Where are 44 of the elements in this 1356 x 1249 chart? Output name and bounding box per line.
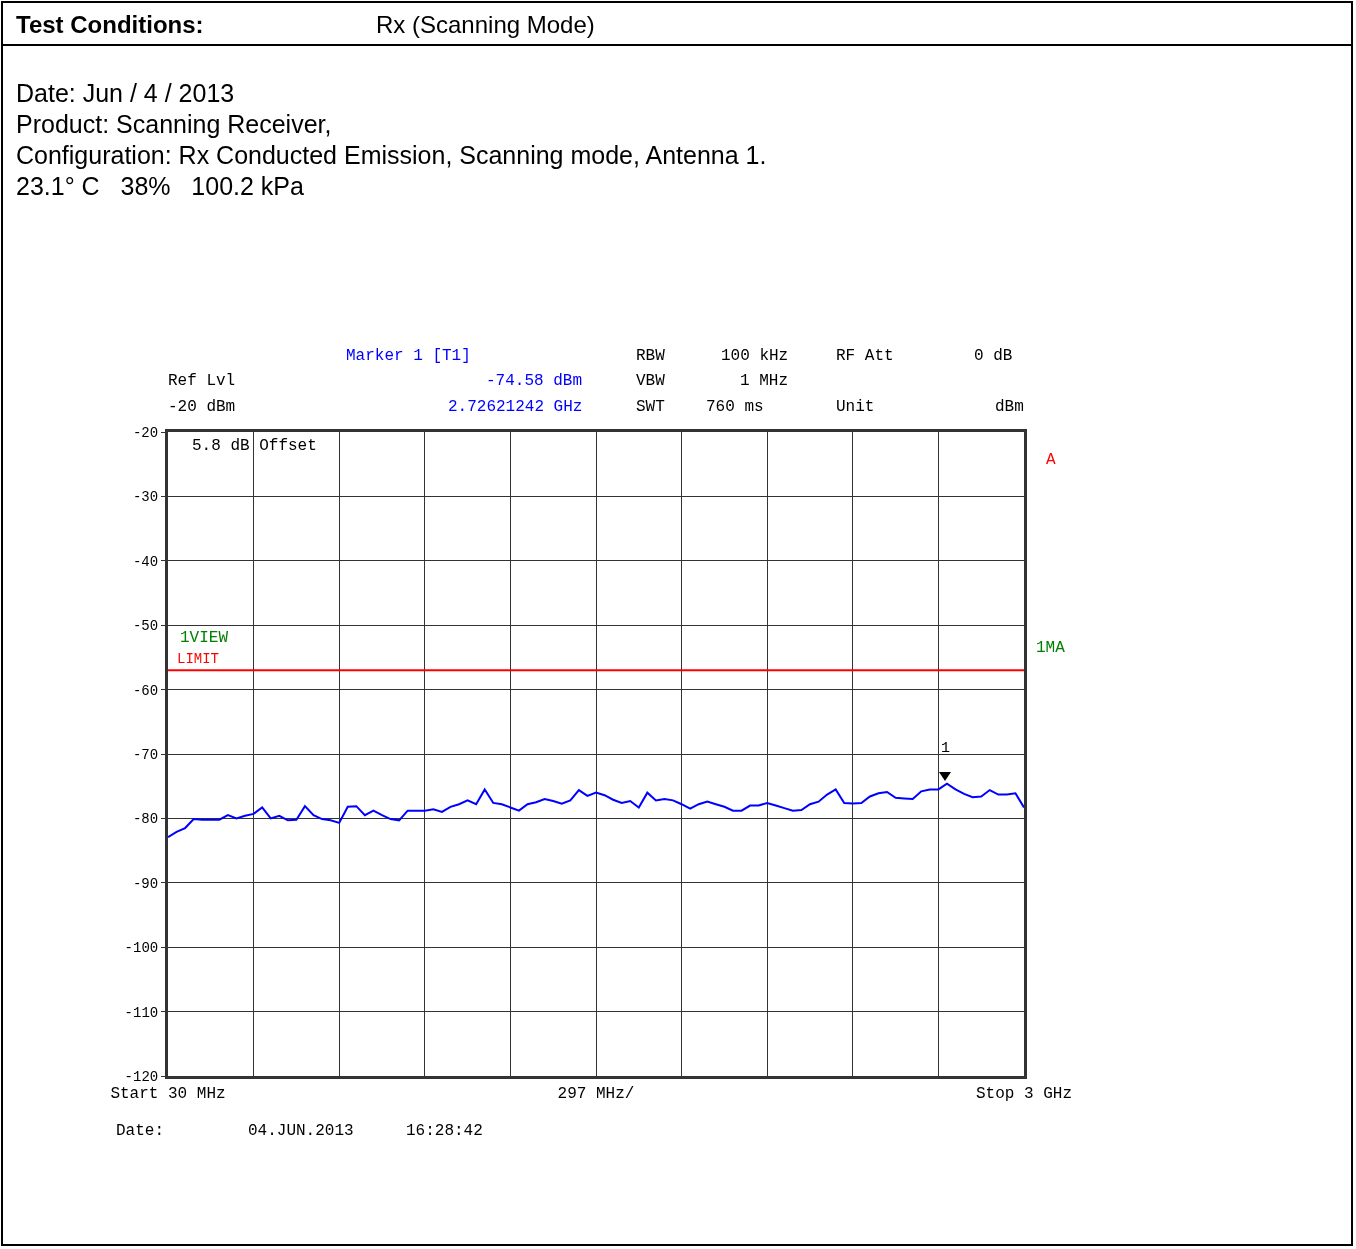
y-tick-label: -90: [132, 875, 159, 892]
x-tick-label: 297 MHz/: [557, 1085, 635, 1104]
text: 23.1° C 38% 100.2 kPa: [16, 171, 305, 202]
text: Date: Jun / 4 / 2013: [16, 78, 236, 109]
annotation: 5.8 dB Offset: [192, 437, 317, 455]
y-tick-label: -20: [132, 424, 159, 441]
y-tick-label: -110: [124, 1004, 159, 1021]
ref-line-label: LIMIT: [177, 651, 220, 667]
annotation: 1VIEW: [180, 629, 229, 647]
text: Marker 1 [T1]: [346, 347, 471, 365]
y-tick-label: -30: [132, 489, 159, 506]
text: 0 dB: [974, 347, 1013, 365]
text: -20 dBm: [168, 398, 236, 416]
y-tick-label: -50: [132, 618, 159, 635]
text: 2.72621242 GHz: [448, 398, 583, 416]
text: RBW: [636, 347, 666, 365]
text: 1 MHz: [740, 372, 789, 390]
text: VBW: [636, 372, 666, 390]
y-tick-label: -80: [132, 811, 159, 828]
y-tick-label: -40: [132, 553, 159, 570]
x-tick-label: Stop 3 GHz: [975, 1085, 1073, 1104]
text: 16:28:42: [406, 1122, 483, 1140]
y-tick-label: -100: [124, 940, 159, 957]
text: Configuration: Rx Conducted Emission, Scanning mode, Antenna 1.: [16, 140, 767, 171]
text: 100 kHz: [721, 347, 789, 365]
chart-title: Test Conditions:: [16, 11, 204, 39]
text: 04.JUN.2013: [248, 1122, 354, 1140]
text: Product: Scanning Receiver,: [16, 109, 333, 140]
text: A: [1046, 451, 1056, 469]
annotation: 1: [941, 740, 951, 757]
y-tick-label: -120: [124, 1068, 159, 1085]
y-tick-label: -70: [132, 746, 159, 763]
text: Unit: [836, 398, 875, 416]
chart-subtitle: Rx (Scanning Mode): [376, 11, 595, 39]
text: Ref Lvl: [168, 372, 236, 390]
text: SWT: [636, 398, 665, 416]
text: Date:: [116, 1122, 165, 1140]
text: dBm: [995, 398, 1024, 416]
x-tick-label: Start 30 MHz: [110, 1085, 226, 1104]
text: -74.58 dBm: [486, 372, 583, 390]
text: RF Att: [836, 347, 894, 365]
y-tick-label: -60: [132, 682, 159, 699]
text: 760 ms: [706, 398, 764, 416]
text: 1MA: [1036, 639, 1066, 657]
